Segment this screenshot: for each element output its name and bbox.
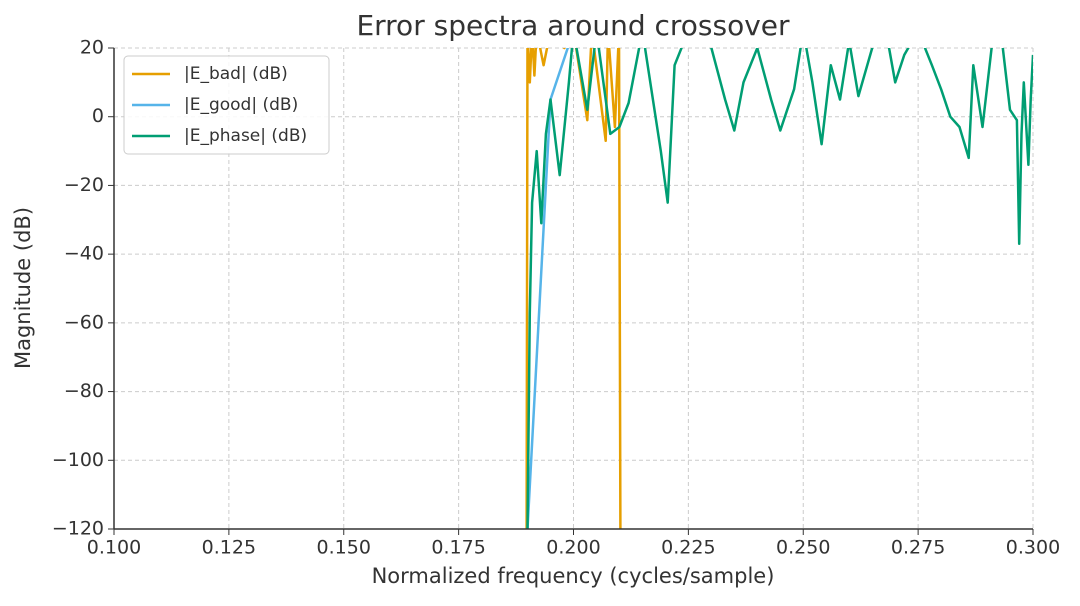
x-axis-label: Normalized frequency (cycles/sample) xyxy=(372,564,775,588)
y-tick-label: −60 xyxy=(64,311,104,333)
y-tick-label: 20 xyxy=(80,37,104,59)
plot-area xyxy=(525,48,1033,529)
y-tick-label: −20 xyxy=(64,174,104,196)
x-tick-label: 0.300 xyxy=(1006,537,1060,559)
y-tick-label: −80 xyxy=(64,380,104,402)
y-tick-label: 0 xyxy=(92,105,104,127)
legend-label: |E_phase| (dB) xyxy=(184,126,307,146)
axes: 0.100 0.125 0.150 0.175 0.200 0.225 0.250 0.275… xyxy=(52,37,1060,559)
x-tick-label: 0.250 xyxy=(776,537,830,559)
x-tick-label: 0.150 xyxy=(317,537,371,559)
legend-label: |E_bad| (dB) xyxy=(184,64,288,84)
x-tick-label: 0.125 xyxy=(202,537,256,559)
legend-label: |E_good| (dB) xyxy=(184,95,298,115)
y-tick-label: −40 xyxy=(64,243,104,265)
chart-title: Error spectra around crossover xyxy=(356,9,790,42)
y-axis-label: Magnitude (dB) xyxy=(11,207,35,369)
x-tick-label: 0.100 xyxy=(87,537,141,559)
x-tick-label: 0.225 xyxy=(661,537,715,559)
legend-box xyxy=(123,55,330,155)
y-tick-label: −100 xyxy=(52,449,104,471)
x-tick-label: 0.275 xyxy=(891,537,945,559)
legend: |E_bad| (dB) |E_good| (dB) |E_phase| (dB) xyxy=(123,55,330,155)
series-line xyxy=(525,48,622,529)
y-tick-label: −120 xyxy=(52,518,104,540)
series-line xyxy=(526,48,1033,529)
x-tick-label: 0.200 xyxy=(546,537,600,559)
x-tick-label: 0.175 xyxy=(431,537,485,559)
